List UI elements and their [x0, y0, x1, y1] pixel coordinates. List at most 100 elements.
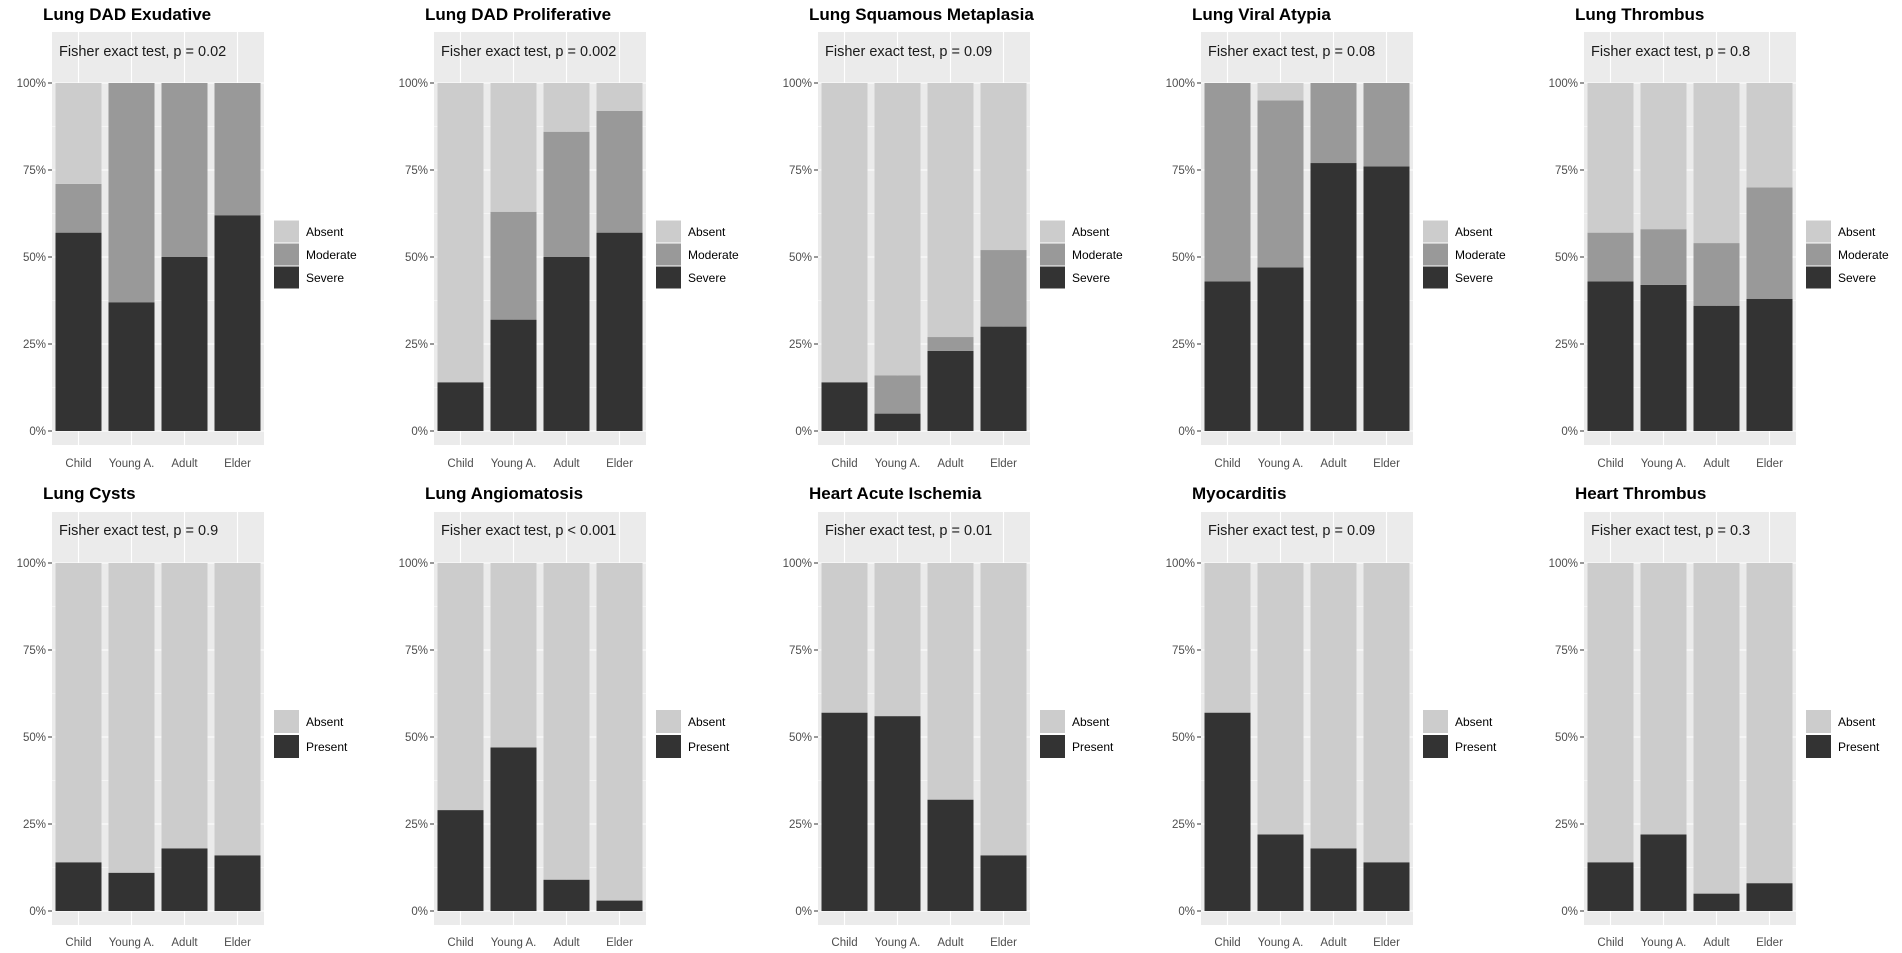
chart-lung-dad-proliferative: Child Young A. Adult Elder 0% 25% 50% 75% 100% Lu…	[399, 5, 739, 470]
bar-adult-absent	[161, 563, 208, 849]
annotation-text: Fisher exact test, p = 0.9	[59, 523, 218, 539]
bar-child-present	[55, 862, 102, 911]
legend-key-absent	[274, 220, 299, 243]
legend-label: Severe	[688, 271, 726, 285]
bar-young-a-present	[490, 747, 537, 911]
legend-key-moderate	[1423, 243, 1448, 266]
bar-elder-moderate	[980, 250, 1027, 327]
x-tick-label: Elder	[1373, 458, 1400, 470]
legend-label: Absent	[1838, 225, 1876, 239]
y-tick-label: 50%	[1555, 252, 1578, 264]
bar-child-severe	[821, 382, 868, 431]
legend-key-present	[1806, 735, 1831, 758]
y-tick-label: 75%	[1172, 165, 1195, 177]
chart-title: Lung Angiomatosis	[425, 484, 583, 503]
bar-young-a-absent	[1257, 83, 1304, 101]
x-tick-label: Young A.	[1641, 937, 1687, 949]
bar-elder-present	[214, 855, 261, 911]
y-tick-label: 0%	[1561, 426, 1578, 438]
y-tick-label: 25%	[789, 819, 812, 831]
legend-label: Absent	[688, 715, 726, 729]
x-tick-label: Young A.	[1641, 458, 1687, 470]
legend-label: Moderate	[1838, 248, 1889, 262]
bar-young-a-absent	[874, 563, 921, 717]
y-tick-label: 75%	[23, 645, 46, 657]
x-tick-label: Child	[447, 937, 473, 949]
legend-key-severe	[274, 266, 299, 289]
y-tick-label: 50%	[789, 252, 812, 264]
y-tick-label: 75%	[405, 645, 428, 657]
x-tick-label: Child	[1214, 937, 1240, 949]
y-tick-label: 75%	[23, 165, 46, 177]
chart-lung-squamous-metaplasia: Child Young A. Adult Elder 0% 25% 50% 75% 100% Lu…	[783, 5, 1123, 470]
y-tick-label: 100%	[1549, 78, 1578, 90]
x-tick-label: Child	[831, 458, 857, 470]
x-tick-label: Elder	[1756, 458, 1783, 470]
chart-title: Heart Thrombus	[1575, 484, 1706, 503]
x-tick-label: Young A.	[875, 458, 921, 470]
y-tick-label: 0%	[795, 906, 812, 918]
bar-adult-severe	[1693, 305, 1740, 431]
bar-young-a-moderate	[108, 83, 155, 303]
bar-child-absent	[55, 563, 102, 863]
chart-lung-thrombus: Child Young A. Adult Elder 0% 25% 50% 75% 100% Lu…	[1549, 5, 1889, 470]
y-tick-label: 100%	[17, 78, 46, 90]
bar-elder-absent	[214, 563, 261, 856]
y-tick-label: 25%	[405, 339, 428, 351]
y-tick-label: 0%	[1178, 906, 1195, 918]
bar-young-a-absent	[874, 83, 921, 376]
bar-child-moderate	[1587, 232, 1634, 282]
bar-elder-absent	[596, 563, 643, 901]
legend-key-severe	[656, 266, 681, 289]
annotation-text: Fisher exact test, p = 0.3	[1591, 523, 1750, 539]
x-tick-label: Elder	[1756, 937, 1783, 949]
y-tick-label: 75%	[789, 165, 812, 177]
bar-elder-severe	[596, 232, 643, 431]
chart-lung-dad-exudative: Child Young A. Adult Elder 0% 25% 50% 75% 100% Lu…	[17, 5, 357, 470]
legend-label: Moderate	[306, 248, 357, 262]
x-tick-label: Child	[831, 937, 857, 949]
bar-young-a-moderate	[1257, 100, 1304, 268]
chart-title: Lung Squamous Metaplasia	[809, 5, 1034, 24]
legend-key-absent	[1806, 220, 1831, 243]
y-tick-label: 0%	[1561, 906, 1578, 918]
bar-young-a-severe	[490, 319, 537, 431]
legend-label: Severe	[1838, 271, 1876, 285]
legend-label: Present	[1072, 740, 1114, 754]
bar-adult-moderate	[1693, 243, 1740, 306]
bar-elder-absent	[1746, 563, 1793, 884]
annotation-text: Fisher exact test, p = 0.02	[59, 44, 226, 60]
x-tick-label: Adult	[937, 937, 964, 949]
legend-label: Absent	[306, 715, 344, 729]
x-tick-label: Elder	[224, 458, 251, 470]
legend-key-severe	[1806, 266, 1831, 289]
bar-adult-absent	[927, 83, 974, 338]
bar-young-a-present	[1257, 834, 1304, 911]
legend-label: Moderate	[1072, 248, 1123, 262]
bar-child-absent	[437, 83, 484, 383]
legend-label: Severe	[1072, 271, 1110, 285]
x-tick-label: Young A.	[1258, 937, 1304, 949]
legend-key-moderate	[1040, 243, 1065, 266]
y-tick-label: 25%	[789, 339, 812, 351]
y-tick-label: 0%	[29, 906, 46, 918]
legend-key-absent	[274, 710, 299, 733]
y-tick-label: 75%	[1555, 165, 1578, 177]
legend-key-absent	[1423, 220, 1448, 243]
bar-elder-present	[1363, 862, 1410, 911]
legend-label: Absent	[1072, 715, 1110, 729]
legend-key-present	[1040, 735, 1065, 758]
y-tick-label: 0%	[411, 426, 428, 438]
bar-child-severe	[55, 232, 102, 431]
bar-young-a-absent	[1257, 563, 1304, 835]
bar-elder-present	[596, 900, 643, 911]
y-tick-label: 100%	[399, 78, 428, 90]
x-tick-label: Elder	[606, 458, 633, 470]
bar-young-a-severe	[1640, 284, 1687, 431]
legend-label: Absent	[306, 225, 344, 239]
y-tick-label: 25%	[1172, 339, 1195, 351]
y-tick-label: 100%	[783, 558, 812, 570]
bar-adult-absent	[1693, 563, 1740, 894]
bar-child-present	[1204, 712, 1251, 911]
bar-adult-present	[1693, 893, 1740, 911]
